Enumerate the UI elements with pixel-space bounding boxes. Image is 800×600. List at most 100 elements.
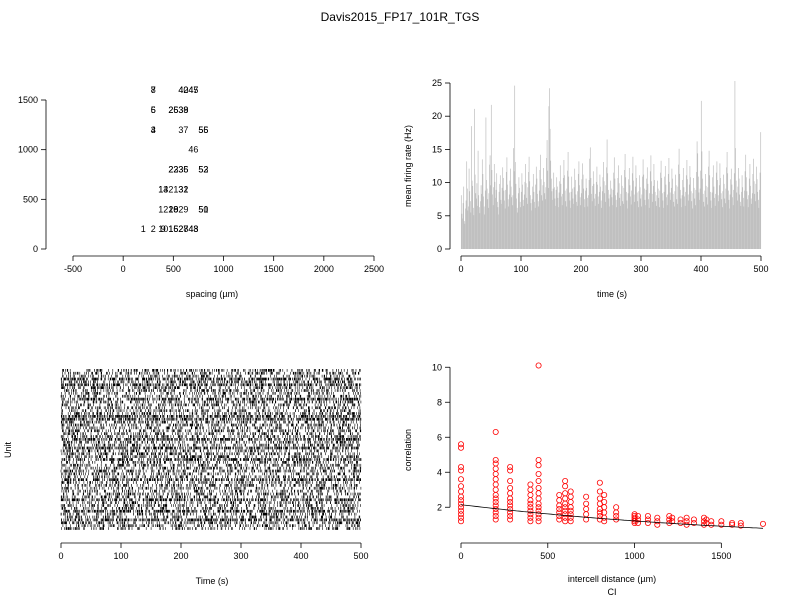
electrode-label: 51 [198, 204, 208, 214]
raster-row-19 [61, 420, 361, 424]
correlation-y-tick-label: 10 [432, 362, 442, 372]
firing-rate-panel: 0 100 200 300 400 500 0 5 10 15 20 25 time (s) mea… [403, 78, 769, 299]
electrode-label: 35 [178, 165, 188, 175]
electrode-label: 8 [151, 85, 156, 95]
electrode-label: 4 [151, 125, 156, 135]
correlation-point [562, 495, 569, 502]
correlation-point [567, 514, 574, 521]
layout-x-axis-label: spacing (µm) [186, 289, 238, 299]
correlation-point [708, 521, 715, 528]
correlation-point [535, 518, 542, 525]
correlation-point [760, 520, 767, 527]
correlation-point [507, 516, 514, 523]
raster-row-47 [66, 501, 359, 505]
correlation-point [631, 516, 638, 523]
electrode-label: 19 [168, 204, 178, 214]
correlation-point [535, 470, 542, 477]
correlation-point [457, 500, 464, 507]
correlation-point [507, 513, 514, 520]
layout-x-tick-label: -500 [64, 264, 82, 274]
correlation-point [527, 511, 534, 518]
electrode-label: 39 [178, 105, 188, 115]
correlation-point [690, 520, 697, 527]
correlation-point [729, 520, 736, 527]
electrode-label: 40 [178, 85, 188, 95]
electrode-label: 16 [168, 224, 178, 234]
correlation-point [457, 488, 464, 495]
correlation-y-tick-label: 8 [437, 397, 442, 407]
correlation-point [683, 514, 690, 521]
correlation-point [556, 502, 563, 509]
correlation-point [583, 500, 590, 507]
correlation-point [669, 518, 676, 525]
raster-row-55 [62, 524, 360, 528]
correlation-point [492, 516, 499, 523]
electrode-label: 50 [198, 204, 208, 214]
electrode-label: 7 [151, 85, 156, 95]
correlation-point [596, 495, 603, 502]
rate-x-tick-label: 300 [633, 264, 648, 274]
raster-row-17 [61, 415, 361, 418]
correlation-point [613, 509, 620, 516]
correlation-point [457, 476, 464, 483]
layout-y-tick-label: 0 [33, 244, 38, 254]
correlation-point [583, 511, 590, 518]
raster-x-tick-label: 400 [293, 551, 308, 561]
correlation-point [535, 362, 542, 369]
correlation-caption: CI [608, 587, 617, 597]
electrode-label: 25 [168, 105, 178, 115]
correlation-point [527, 481, 534, 488]
correlation-point [457, 463, 464, 470]
electrode-label: 32 [178, 184, 188, 194]
raster-row-12 [62, 400, 362, 404]
correlation-point [457, 467, 464, 474]
correlation-point [457, 493, 464, 500]
raster-row-1 [62, 369, 361, 372]
correlation-point [669, 514, 676, 521]
raster-row-23 [63, 432, 360, 436]
correlation-point [562, 483, 569, 490]
rate-y-tick-label: 25 [432, 78, 442, 88]
correlation-point [562, 490, 569, 497]
correlation-point [562, 500, 569, 507]
raster-row-14 [61, 406, 361, 410]
raster-row-11 [61, 397, 361, 401]
rate-x-tick-label: 200 [573, 264, 588, 274]
correlation-point [666, 513, 673, 520]
correlation-x-axis-label: intercell distance (µm) [568, 574, 656, 584]
electrode-label: 38 [178, 105, 188, 115]
raster-row-30 [61, 452, 360, 456]
raster-row-18 [61, 417, 362, 421]
correlation-point [567, 488, 574, 495]
correlation-y-tick-label: 6 [437, 432, 442, 442]
raster-row-51 [60, 512, 357, 516]
correlation-y-axis-label: correlation [403, 429, 413, 471]
electrode-label: 26 [168, 105, 178, 115]
correlation-point [567, 507, 574, 514]
exponential-fit-line [460, 504, 764, 529]
correlation-panel: 0 500 1000 1500 2 4 6 8 10 intercell distance (… [403, 362, 767, 597]
correlation-point [492, 502, 499, 509]
layout-y-tick-label: 1000 [18, 145, 38, 155]
correlation-point [527, 518, 534, 525]
correlation-point [654, 514, 661, 521]
correlation-point [457, 441, 464, 448]
correlation-point [492, 495, 499, 502]
raster-row-16 [61, 412, 361, 415]
correlation-point [596, 509, 603, 516]
correlation-point [507, 502, 514, 509]
rate-y-axis-label: mean firing rate (Hz) [403, 125, 413, 207]
electrode-label: 47 [188, 85, 198, 95]
electrode-label: 6 [151, 105, 156, 115]
correlation-point [457, 444, 464, 451]
correlation-y-tick-label: 4 [437, 467, 442, 477]
correlation-point [635, 516, 642, 523]
raster-x-tick-label: 100 [113, 551, 128, 561]
correlation-x-tick-label: 1500 [711, 551, 731, 561]
raster-row-37 [61, 472, 360, 476]
electrode-label: 53 [198, 165, 208, 175]
raster-row-35 [61, 466, 362, 470]
layout-x-tick-label: 2500 [364, 264, 384, 274]
raster-row-29 [60, 449, 358, 453]
